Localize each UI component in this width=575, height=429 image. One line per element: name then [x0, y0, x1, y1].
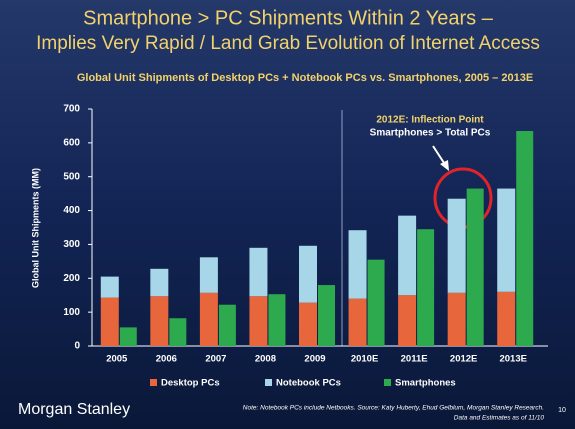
bar-segment	[348, 298, 367, 346]
y-tick-label: 700	[63, 104, 80, 115]
x-tick-label: 2006	[156, 354, 177, 365]
bar-segment	[398, 215, 417, 296]
page-number: 10	[558, 407, 566, 414]
subtitle: Global Unit Shipments of Desktop PCs + N…	[77, 72, 533, 84]
y-tick-label: 400	[63, 205, 80, 216]
bar	[268, 294, 286, 346]
bar-segment	[199, 257, 218, 293]
y-tick-label: 500	[63, 171, 80, 182]
y-tick-label: 100	[63, 307, 80, 318]
x-tick-label: 2009	[304, 354, 325, 365]
x-tick-label: 2007	[205, 354, 226, 365]
annotation: Smartphones > Total PCs	[370, 128, 491, 139]
bar-segment	[299, 245, 317, 303]
legend-swatch	[265, 379, 272, 386]
bar-segment	[199, 292, 218, 346]
x-tick-label: 2010E	[351, 354, 378, 365]
legend-label: Desktop PCs	[161, 378, 220, 389]
bar-segment	[150, 268, 169, 297]
bar-segment	[249, 247, 268, 297]
bar-segment	[497, 188, 516, 292]
bar-segment	[398, 295, 417, 346]
x-tick-label: 2011E	[401, 354, 428, 365]
y-tick-label: 300	[63, 239, 80, 250]
bar-segment	[299, 302, 317, 346]
legend-label: Smartphones	[395, 378, 456, 389]
legend-label: Notebook PCs	[276, 378, 341, 389]
x-tick-label: 2005	[106, 354, 128, 365]
bar	[119, 327, 137, 346]
bar-segment	[447, 198, 466, 293]
bar	[367, 259, 385, 346]
y-tick-label: 600	[63, 137, 80, 148]
bar-segment	[497, 291, 516, 346]
y-tick-label: 0	[74, 341, 80, 352]
bar-segment	[249, 296, 268, 346]
note: Note: Notebook PCs include Netbooks. Sou…	[243, 405, 544, 412]
title-line2: Implies Very Rapid / Land Grab Evolution…	[36, 33, 540, 54]
bar-segment	[100, 276, 119, 298]
note: Data and Estimates as of 11/10	[454, 415, 545, 422]
title: Smartphone > PC Shipments Within 2 Years…	[83, 7, 494, 29]
y-tick-label: 200	[63, 273, 80, 284]
bar	[516, 131, 534, 346]
bar	[218, 304, 236, 346]
bar-segment	[348, 230, 367, 299]
bar-segment	[150, 296, 169, 346]
bar	[466, 188, 484, 346]
x-tick-label: 2013E	[499, 354, 526, 365]
x-tick-label: 2012E	[450, 354, 477, 365]
y-axis-title: Global Unit Shipments (MM)	[30, 168, 40, 288]
bar	[169, 318, 187, 346]
annotation: 2012E: Inflection Point	[376, 115, 484, 126]
brand: Morgan Stanley	[18, 401, 130, 418]
legend-swatch	[384, 379, 391, 386]
bar	[417, 229, 435, 346]
bar-segment	[447, 292, 466, 346]
bar	[318, 285, 335, 346]
arrow-head	[440, 160, 449, 171]
x-tick-label: 2008	[255, 354, 276, 365]
bar-segment	[100, 297, 119, 346]
legend-swatch	[150, 379, 157, 386]
